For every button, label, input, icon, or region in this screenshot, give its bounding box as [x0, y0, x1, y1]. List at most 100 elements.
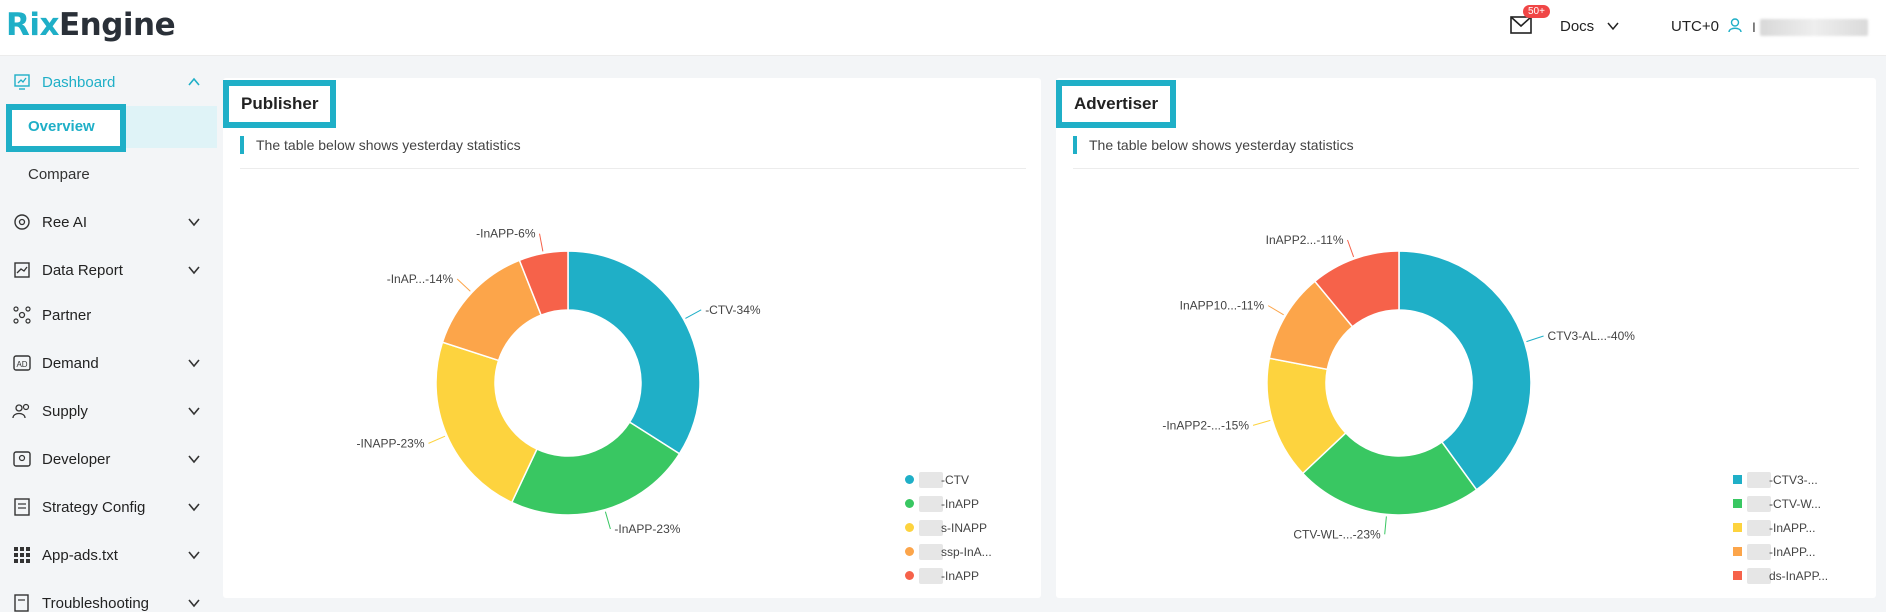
- legend-marker[interactable]: [1733, 475, 1742, 484]
- chevron-down-icon: [188, 599, 200, 608]
- publisher-panel: Publisher The table below shows yesterda…: [223, 78, 1041, 598]
- panel-subtitle: The table below shows yesterday statisti…: [240, 136, 1026, 169]
- advertiser-panel: Advertiser The table below shows yesterd…: [1056, 78, 1876, 598]
- legend-redacted: [1747, 520, 1771, 536]
- advertiser-donut-chart[interactable]: CTV3-AL...-40% CTV-WL-...-23% -InAPP2-...-…: [1056, 78, 1876, 598]
- donut-slice[interactable]: [518, 250, 569, 317]
- legend-label[interactable]: -CTV-W...: [1769, 497, 1821, 511]
- slice-label: InAPP2...-11%: [1266, 233, 1344, 247]
- sidebar-item-label: Strategy Config: [42, 498, 146, 516]
- legend-marker[interactable]: [905, 547, 914, 556]
- sidebar-item-supply[interactable]: Supply: [0, 391, 210, 431]
- subtitle-accent-bar: [1073, 136, 1077, 154]
- donut-slice[interactable]: [435, 341, 538, 504]
- leader-line: [1384, 516, 1387, 535]
- slice-label: -CTV-34%: [705, 303, 761, 317]
- sidebar-item-data-report[interactable]: Data Report: [0, 250, 210, 290]
- ai-icon: [14, 214, 30, 230]
- legend-label[interactable]: ds-InAPP...: [1769, 569, 1828, 583]
- supply-icon: [12, 403, 30, 419]
- legend-marker[interactable]: [1733, 547, 1742, 556]
- chevron-down-icon: [188, 551, 200, 560]
- panel-subtitle: The table below shows yesterday statisti…: [1073, 136, 1859, 169]
- legend-marker[interactable]: [905, 571, 914, 580]
- grid-icon: [14, 547, 30, 563]
- strategy-icon: [14, 498, 30, 516]
- legend-marker[interactable]: [1733, 523, 1742, 532]
- panel-title-box: Publisher: [223, 80, 337, 128]
- chevron-up-icon: [188, 77, 200, 86]
- legend-marker[interactable]: [905, 475, 914, 484]
- slice-label: -InAP...-14%: [387, 272, 454, 286]
- legend-marker[interactable]: [905, 523, 914, 532]
- sidebar-item-demand[interactable]: AD Demand: [0, 343, 210, 383]
- sidebar-item-label: Ree AI: [42, 213, 88, 231]
- legend-label[interactable]: -InAPP...: [1769, 545, 1815, 559]
- subtitle-text: The table below shows yesterday statisti…: [256, 137, 521, 153]
- legend-marker[interactable]: [905, 499, 914, 508]
- user-icon[interactable]: [1728, 18, 1742, 33]
- docs-menu[interactable]: Docs: [1560, 18, 1595, 35]
- logo-part-rix: Rix: [6, 7, 60, 43]
- publisher-donut-chart[interactable]: -CTV-34% -InAPP-23% -INAPP-23% -InAP...-14%…: [223, 78, 1041, 598]
- sidebar-item-ree-ai[interactable]: Ree AI: [0, 202, 210, 242]
- subtitle-text: The table below shows yesterday statisti…: [1089, 137, 1354, 153]
- legend-label[interactable]: s-INAPP: [941, 521, 987, 535]
- sidebar-item-strategy-config[interactable]: Strategy Config: [0, 487, 210, 527]
- sidebar-item-troubleshooting[interactable]: Troubleshooting: [0, 583, 210, 612]
- donut-slice[interactable]: [510, 421, 681, 516]
- donut-slice[interactable]: [567, 250, 701, 455]
- dashboard-icon: [14, 74, 30, 90]
- chevron-down-icon[interactable]: [1607, 20, 1619, 32]
- sidebar-item-partner[interactable]: Partner: [0, 295, 210, 335]
- user-initial[interactable]: I: [1752, 19, 1756, 35]
- top-header: RixEngine 50+ Docs UTC+0 I: [0, 0, 1886, 56]
- slice-label: -InAPP2-...-15%: [1162, 418, 1249, 432]
- legend-redacted: [1747, 544, 1771, 560]
- chevron-down-icon: [188, 407, 200, 416]
- developer-icon: [13, 451, 31, 467]
- leader-line: [604, 511, 611, 530]
- sidebar-subitem-overview[interactable]: Overview: [28, 118, 95, 135]
- donut-slice[interactable]: [1313, 250, 1400, 328]
- sidebar-item-dashboard[interactable]: Dashboard: [0, 62, 210, 102]
- leader-line: [539, 233, 544, 252]
- sidebar-item-label: Developer: [42, 450, 111, 468]
- donut-slice[interactable]: [1398, 250, 1532, 491]
- mail-icon[interactable]: [1510, 16, 1532, 34]
- troubleshooting-icon: [14, 594, 29, 612]
- legend-label[interactable]: -InAPP...: [1769, 521, 1815, 535]
- sidebar-item-label: Partner: [42, 306, 92, 324]
- legend-label[interactable]: -InAPP: [941, 497, 979, 511]
- legend-redacted: [919, 544, 943, 560]
- user-name-redacted[interactable]: [1760, 19, 1868, 36]
- leader-line: [1267, 305, 1284, 316]
- sidebar-item-developer[interactable]: Developer: [0, 439, 210, 479]
- legend-redacted: [919, 496, 943, 512]
- legend-label[interactable]: ssp-InA...: [941, 545, 992, 559]
- overview-highlight-box: [6, 104, 126, 152]
- slice-label: -InAPP-23%: [614, 522, 680, 536]
- sidebar-subitem-compare[interactable]: Compare: [28, 166, 90, 183]
- legend-marker[interactable]: [1733, 571, 1742, 580]
- slice-label: -INAPP-23%: [356, 436, 424, 450]
- sidebar-item-label: App-ads.txt: [42, 546, 118, 564]
- chevron-down-icon: [188, 455, 200, 464]
- panel-title: Advertiser: [1074, 94, 1159, 113]
- legend-label[interactable]: -CTV: [941, 473, 969, 487]
- app-logo[interactable]: RixEngine: [6, 7, 176, 43]
- sidebar-item-label: Supply: [42, 402, 88, 420]
- legend-label[interactable]: -CTV3-...: [1769, 473, 1818, 487]
- donut-slice[interactable]: [1301, 431, 1478, 516]
- legend-redacted: [1747, 472, 1771, 488]
- legend-marker[interactable]: [1733, 499, 1742, 508]
- notification-badge: 50+: [1523, 5, 1550, 18]
- ad-icon: AD: [13, 355, 31, 371]
- sidebar-item-app-ads[interactable]: App-ads.txt: [0, 535, 210, 575]
- report-icon: [14, 262, 30, 278]
- legend-label[interactable]: -InAPP: [941, 569, 979, 583]
- timezone-selector[interactable]: UTC+0: [1671, 18, 1719, 35]
- sidebar-item-label: Data Report: [42, 261, 123, 279]
- leader-line: [1347, 239, 1355, 258]
- slice-label: CTV-WL-...-23%: [1293, 527, 1381, 541]
